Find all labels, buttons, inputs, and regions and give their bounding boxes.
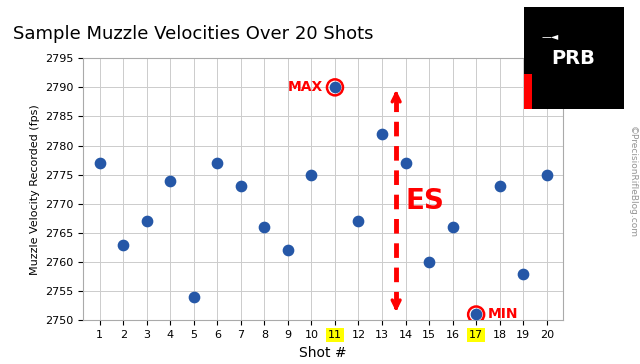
Point [518,271,529,277]
Point [189,294,199,300]
Point [424,259,434,265]
Point [353,218,364,224]
Text: ©PrecisionRifleBlog.com: ©PrecisionRifleBlog.com [628,126,637,238]
Point [283,248,293,253]
Point [471,312,481,317]
Text: —◄: —◄ [541,31,559,41]
Point [212,160,223,166]
Point [401,160,411,166]
Text: ES: ES [406,187,444,215]
Point [495,183,505,189]
Point [141,218,152,224]
Point [541,172,552,178]
Point [307,172,317,178]
Bar [524,74,532,109]
Text: PRB: PRB [552,49,595,68]
Point [165,178,175,183]
Point [377,131,387,137]
Point [95,160,105,166]
Point [447,224,458,230]
Point [118,242,129,248]
Bar [524,7,624,109]
Text: MIN: MIN [488,308,518,321]
Point [236,183,246,189]
X-axis label: Shot #: Shot # [300,345,347,360]
Point [259,224,269,230]
Text: MAX: MAX [288,80,323,94]
Text: Sample Muzzle Velocities Over 20 Shots: Sample Muzzle Velocities Over 20 Shots [13,25,373,43]
Y-axis label: Muzzle Velocity Recorded (fps): Muzzle Velocity Recorded (fps) [29,104,40,275]
Point [330,84,340,90]
